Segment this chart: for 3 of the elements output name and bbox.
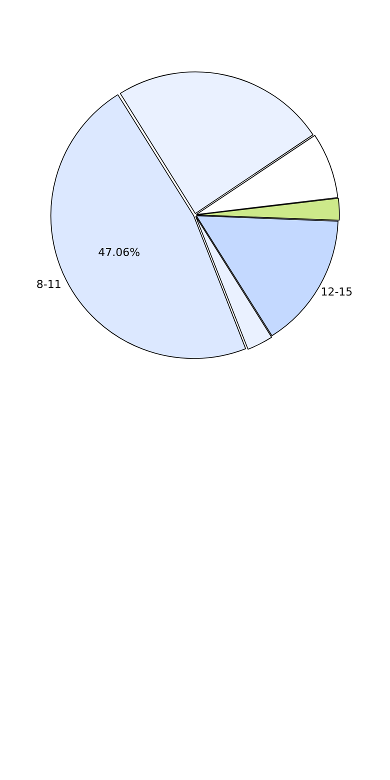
slice-label: 12-15 bbox=[320, 286, 353, 299]
slice-label: 8-11 bbox=[36, 278, 62, 291]
data-label: 47.06% bbox=[98, 246, 140, 260]
